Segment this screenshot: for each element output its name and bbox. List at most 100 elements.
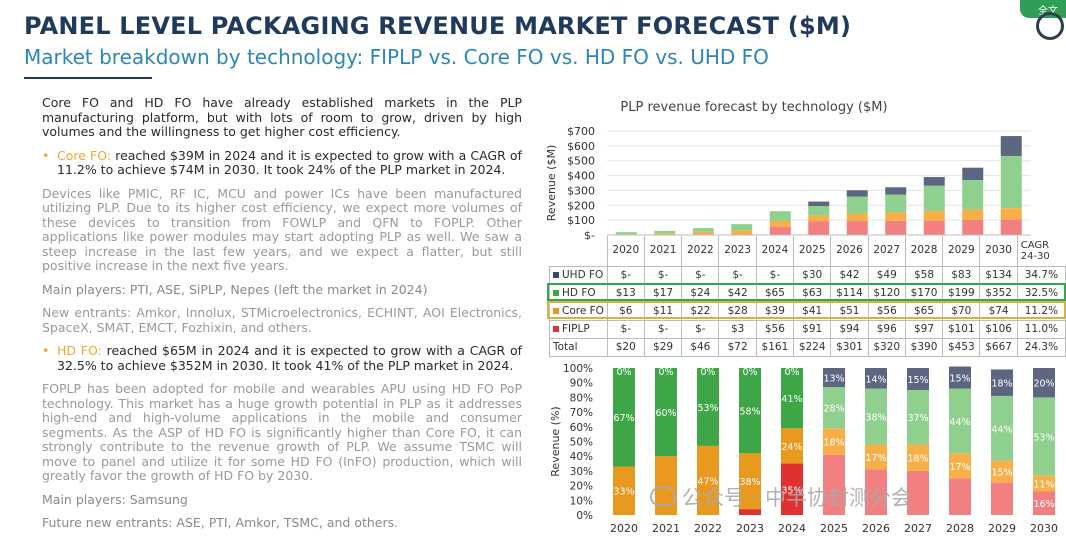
- share-bar-core: [865, 444, 887, 470]
- table-cell: $390: [904, 337, 944, 357]
- table-cell: $-: [718, 265, 757, 285]
- bar-hd: [923, 185, 945, 211]
- data-label: 44%: [949, 417, 970, 428]
- x-tick-label: 2027: [904, 522, 932, 535]
- table-cell: $72: [718, 337, 757, 357]
- bar-hd: [1000, 155, 1022, 209]
- y-tick-label: $200: [567, 199, 595, 212]
- table-cell: $120: [867, 283, 906, 303]
- data-label: 60%: [655, 408, 676, 419]
- bar-core: [654, 233, 676, 235]
- share-bar-hd: [1033, 397, 1055, 476]
- table-cell: $51: [830, 301, 869, 321]
- table-row-label: FIPLP: [549, 319, 608, 339]
- table-cell: $83: [942, 265, 981, 285]
- y-tick-label: 40%: [570, 451, 593, 463]
- y-tick-label: 30%: [570, 466, 593, 478]
- table-row-label: UHD FO: [549, 265, 608, 285]
- share-bar-uhd: [949, 366, 971, 389]
- bar-uhd: [846, 190, 868, 197]
- y-tick-label: 90%: [570, 378, 593, 390]
- y-tick-label: $700: [567, 125, 595, 138]
- bar-core: [692, 231, 714, 235]
- table-cell: $28: [718, 301, 757, 321]
- hd-fo-summary: reached $65M in 2024 and it is expected …: [57, 343, 522, 373]
- table-cell: $224: [793, 337, 832, 357]
- y-tick-label: 80%: [570, 392, 593, 404]
- bar-uhd: [962, 167, 984, 181]
- data-label: 67%: [613, 413, 634, 424]
- y-axis-label: Revenue ($M): [545, 145, 558, 221]
- data-label: 17%: [949, 462, 970, 473]
- y-tick-label: $600: [567, 140, 595, 153]
- revenue-stacked-bar-chart: $- $100 $200 $300$400 $500 $600 $700 Revenue ($…: [545, 125, 1031, 240]
- bar-fiplp: [769, 226, 791, 235]
- data-label: 15%: [991, 468, 1012, 479]
- share-bar-fiplp: [949, 478, 971, 515]
- share-bar-hd: [739, 368, 761, 454]
- data-label: 38%: [865, 413, 886, 424]
- data-label: 0%: [742, 367, 757, 378]
- table-row-hd: HD FO $13 $17 $24 $42 $65 $63 $114 $120 $170 $199 $…: [549, 283, 1066, 303]
- share-bar-hd: [991, 395, 1013, 461]
- table-cell: $6: [606, 301, 645, 321]
- table-cell: $20: [606, 337, 645, 357]
- title-underline: [24, 77, 152, 79]
- table-cell: $94: [830, 319, 869, 339]
- y-tick-label: 20%: [570, 481, 593, 493]
- table-year-header: 2029: [942, 236, 980, 266]
- table-header-row: 2020 2021 2022 2023 2024 2025 2026 2027 2028 2029…: [550, 236, 1066, 266]
- description-column: Core FO and HD FO have already establish…: [42, 95, 522, 540]
- data-label: 41%: [781, 394, 802, 405]
- table-cell: $91: [793, 319, 832, 339]
- share-bar-core: [739, 453, 761, 510]
- table-year-header: 2027: [867, 236, 906, 266]
- table-row-label: Core FO: [549, 301, 608, 321]
- share-bar-core: [991, 460, 1013, 483]
- table-cell: $667: [979, 337, 1018, 357]
- table-cell: $74: [979, 301, 1018, 321]
- bar-core: [731, 230, 753, 235]
- data-label: 0%: [784, 367, 799, 378]
- table-cell: $-: [681, 265, 720, 285]
- hd-fo-players: Main players: Samsung: [42, 491, 188, 507]
- table-year-header: 2028: [904, 236, 943, 266]
- refresh-icon[interactable]: [1036, 12, 1064, 40]
- table-cagr-cell: 11.2%: [1016, 301, 1066, 321]
- x-tick-label: 2026: [862, 522, 890, 535]
- table-row-uhd: UHD FO $- $- $- $- $- $30 $42 $49 $58 $83 $134 34.7%: [549, 265, 1066, 285]
- intro-paragraph: Core FO and HD FO have already establish…: [42, 95, 522, 139]
- data-label: 0%: [700, 367, 715, 378]
- share-bar-fiplp: [739, 509, 761, 515]
- hd-fo-future-entrants: Future new entrants: ASE, PTI, Amkor, TS…: [42, 515, 399, 530]
- table-cell: $134: [979, 265, 1018, 285]
- y-tick-label: 10%: [570, 495, 593, 507]
- table-cell: $199: [942, 283, 981, 303]
- x-tick-label: 2025: [820, 522, 848, 535]
- share-bar-fiplp: [1033, 491, 1055, 515]
- wechat-logo-icon: [650, 486, 676, 506]
- table-cell: $97: [904, 319, 944, 339]
- data-label: 38%: [739, 477, 760, 488]
- bar-hd: [654, 230, 676, 234]
- table-year-header: 2026: [830, 236, 869, 266]
- bar-hd: [692, 228, 714, 232]
- data-label: 0%: [616, 367, 631, 378]
- table-cell: $30: [793, 265, 832, 285]
- table-year-header: 2023: [718, 236, 757, 266]
- data-label: 47%: [697, 476, 718, 487]
- table-cagr-cell: 34.7%: [1016, 265, 1066, 285]
- core-fo-entrants: New entrants: Amkor, Innolux, STMicroele…: [42, 305, 522, 335]
- bar-hd: [615, 232, 637, 235]
- table-cell: $13: [606, 283, 645, 303]
- share-bar-fiplp: [907, 470, 929, 515]
- table-cell: $65: [904, 301, 944, 321]
- table-cagr-cell: 32.5%: [1016, 283, 1066, 303]
- legend-swatch-uhd: [553, 272, 559, 278]
- table-cell: $320: [867, 337, 906, 357]
- table-cell: $49: [867, 265, 906, 285]
- hd-fo-lead: HD FO:: [57, 343, 102, 358]
- table-year-header: 2021: [643, 236, 682, 266]
- table-cell: $3: [718, 319, 757, 339]
- share-bar-hd: [907, 390, 929, 445]
